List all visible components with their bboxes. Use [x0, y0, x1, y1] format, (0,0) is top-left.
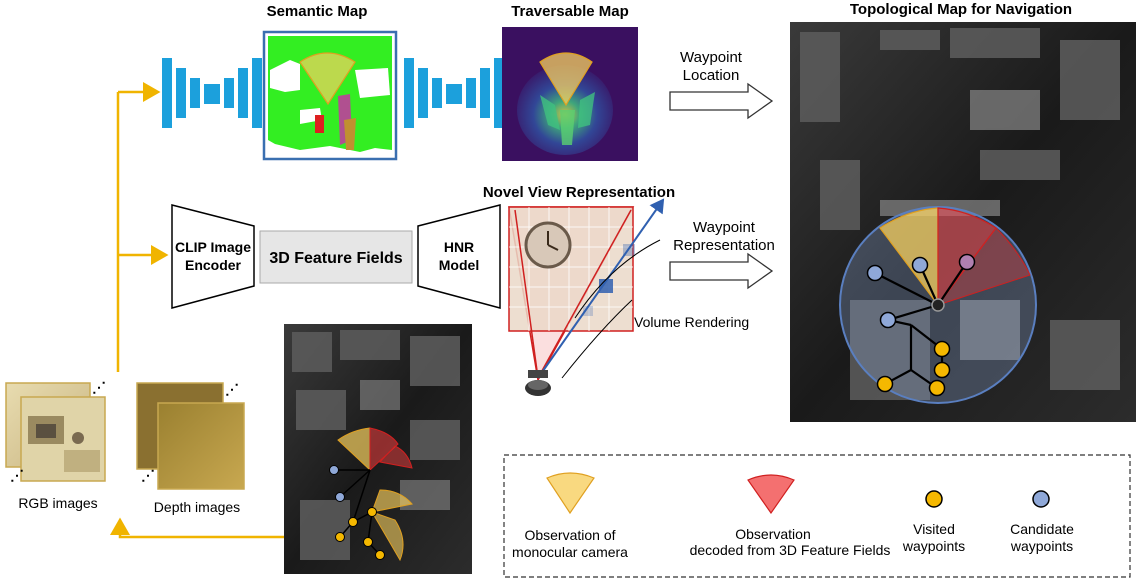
hnr-label-2: Model — [439, 257, 479, 273]
candidate-waypoint — [866, 264, 884, 282]
hnr-model-block: HNR Model — [417, 204, 501, 309]
waypoint-repr-label-1: Waypoint — [693, 219, 756, 236]
legend-visited-label-1: Visited — [913, 521, 955, 537]
legend-decoded-label-1: Observation — [735, 526, 810, 542]
depth-images-label: Depth images — [154, 499, 240, 515]
clip-label-2: Encoder — [185, 257, 242, 273]
legend-candidate-label-2: waypoints — [1010, 538, 1073, 554]
feature-fields-block: 3D Feature Fields — [259, 230, 413, 284]
semantic-map-image — [262, 30, 398, 161]
volume-rendering-label: Volume Rendering — [634, 314, 749, 330]
novel-view-title: Novel View Representation — [483, 184, 675, 201]
topological-map-image — [790, 22, 1136, 422]
topological-map-title: Topological Map for Navigation — [850, 1, 1072, 18]
ray-arrow — [537, 198, 665, 379]
waypoint-location-label-2: Location — [683, 67, 740, 84]
visited-waypoint — [928, 379, 946, 397]
unet-encoder-decoder-icon-2 — [404, 58, 504, 128]
semantic-map-title: Semantic Map — [267, 3, 368, 20]
candidate-waypoint — [879, 311, 897, 329]
legend-visited-icon — [925, 490, 943, 508]
hnr-label-1: HNR — [444, 239, 474, 255]
novel-view-image — [508, 198, 665, 396]
rgb-images: ⋰ ⋰ — [5, 379, 106, 483]
legend-monocular-icon — [546, 472, 595, 515]
candidate-waypoint — [911, 256, 929, 274]
legend-monocular-label-1: Observation of — [524, 527, 615, 543]
legend-decoded-label-2: decoded from 3D Feature Fields — [690, 542, 891, 558]
visited-waypoint — [933, 340, 951, 358]
trajectory-scene-image — [284, 324, 472, 574]
waypoint-representation-arrow: Waypoint Representation — [669, 219, 775, 290]
svg-text:⋰: ⋰ — [10, 467, 24, 483]
legend-candidate-label-1: Candidate — [1010, 521, 1074, 537]
rgb-images-label: RGB images — [18, 495, 97, 511]
waypoint-repr-label-2: Representation — [673, 237, 775, 254]
svg-text:⋰: ⋰ — [225, 381, 239, 397]
unet-encoder-decoder-icon — [162, 58, 262, 128]
legend-monocular-label-2: monocular camera — [512, 544, 628, 560]
legend: Observation of monocular camera Observat… — [503, 454, 1131, 578]
traversable-map-title: Traversable Map — [511, 3, 629, 20]
legend-candidate-icon — [1032, 490, 1050, 508]
svg-text:⋰: ⋰ — [141, 467, 155, 483]
feature-fields-label: 3D Feature Fields — [269, 250, 402, 267]
traversable-map-fov — [539, 52, 593, 107]
svg-text:⋰: ⋰ — [92, 379, 106, 395]
depth-images: ⋰ ⋰ — [136, 381, 245, 490]
semantic-map-fov — [299, 52, 356, 106]
waypoint-location-arrow: Waypoint Location — [669, 49, 774, 120]
flow-feedback — [110, 517, 340, 539]
candidate-waypoint — [958, 253, 976, 271]
traversable-map-image — [502, 27, 638, 161]
topo-fov-red-2 — [936, 227, 1031, 306]
legend-visited-label-2: waypoints — [902, 538, 965, 554]
legend-decoded-icon — [747, 474, 795, 515]
visited-waypoint — [933, 361, 951, 379]
robot-icon — [525, 370, 551, 396]
clip-label-1: CLIP Image — [175, 239, 251, 255]
clip-image-encoder: CLIP Image Encoder — [171, 204, 255, 309]
flow-arrows — [110, 82, 340, 539]
waypoint-location-label-1: Waypoint — [680, 49, 743, 66]
visited-waypoint — [876, 375, 894, 393]
